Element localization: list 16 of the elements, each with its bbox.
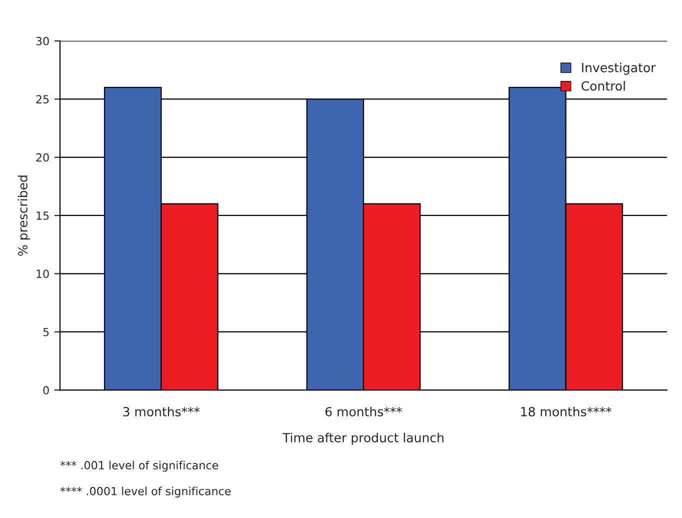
y-tick-label: 10 bbox=[36, 270, 49, 278]
y-tick-label: 25 bbox=[36, 95, 49, 104]
x-tick-label: 6 months*** bbox=[326, 406, 402, 416]
y-tick-label: 15 bbox=[36, 212, 49, 220]
x-axis-title: Time after product launch bbox=[282, 432, 444, 445]
y-tick-label: 30 bbox=[36, 36, 49, 46]
text: **** .0001 level of significance bbox=[60, 486, 231, 498]
y-tick-label: 20 bbox=[36, 153, 49, 162]
y-tick-label: 5 bbox=[43, 328, 49, 336]
x-tick-label: 3 months*** bbox=[123, 406, 200, 416]
x-tick-label: 18 months**** bbox=[521, 406, 612, 416]
text: *** .001 level of significance bbox=[60, 460, 218, 472]
legend-label: Control bbox=[582, 80, 625, 91]
legend-label: Investigator bbox=[582, 62, 656, 75]
y-axis-title: % prescribed bbox=[18, 176, 30, 256]
y-tick-label: 0 bbox=[43, 386, 49, 394]
